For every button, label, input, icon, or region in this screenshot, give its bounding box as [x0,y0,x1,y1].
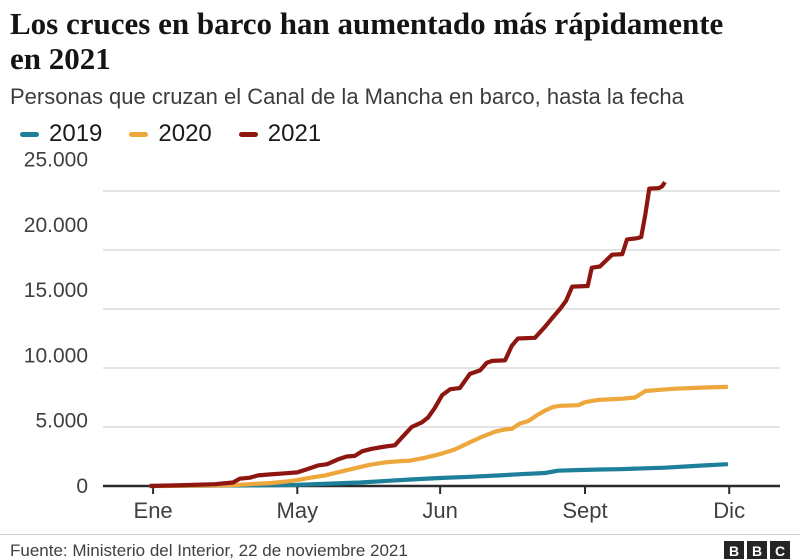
legend: 2019 2020 2021 [20,120,800,148]
series-line-2019 [149,462,729,489]
chart-title: Los cruces en barco han aumentado más rá… [10,6,724,76]
legend-swatch-2020 [129,131,149,137]
x-tick-label: Ene [134,498,173,523]
footer-inner: Fuente: Ministerio del Interior, 22 de n… [0,535,800,559]
y-tick-label: 25.000 [24,149,88,172]
legend-label: 2021 [267,120,322,147]
series-line-2020 [149,384,728,489]
legend-swatch-2021 [238,131,258,137]
series-line-2021 [149,180,667,489]
x-tick-label: May [277,498,319,523]
bbc-logo: B B C [724,541,790,559]
legend-label: 2019 [49,120,103,147]
bbc-logo-block: B [747,541,767,559]
legend-item-2021: 2021 [238,120,322,148]
chart-subtitle: Personas que cruzan el Canal de la Manch… [10,84,684,109]
y-tick-label: 20.000 [24,214,88,237]
y-tick-label: 5.000 [35,410,88,433]
bbc-logo-block: B [724,541,744,559]
y-tick-label: 0 [76,475,88,498]
x-tick-label: Sept [562,498,607,523]
source-note: Fuente: Ministerio del Interior, 22 de n… [10,541,408,559]
legend-item-2019: 2019 [20,120,102,148]
line-chart: 0 5.000 10.000 15.000 20.000 25.000 Ene May Jun S… [24,149,780,523]
legend-swatch-2019 [20,131,39,137]
footer: Fuente: Ministerio del Interior, 22 de n… [0,534,800,559]
x-tick-label: Jun [422,498,457,523]
bbc-logo-block: C [770,541,790,559]
y-tick-label: 10.000 [24,344,88,367]
legend-item-2020: 2020 [129,120,212,148]
legend-label: 2020 [158,120,212,147]
x-tick-label: Dic [713,498,745,523]
y-tick-label: 15.000 [24,279,88,302]
